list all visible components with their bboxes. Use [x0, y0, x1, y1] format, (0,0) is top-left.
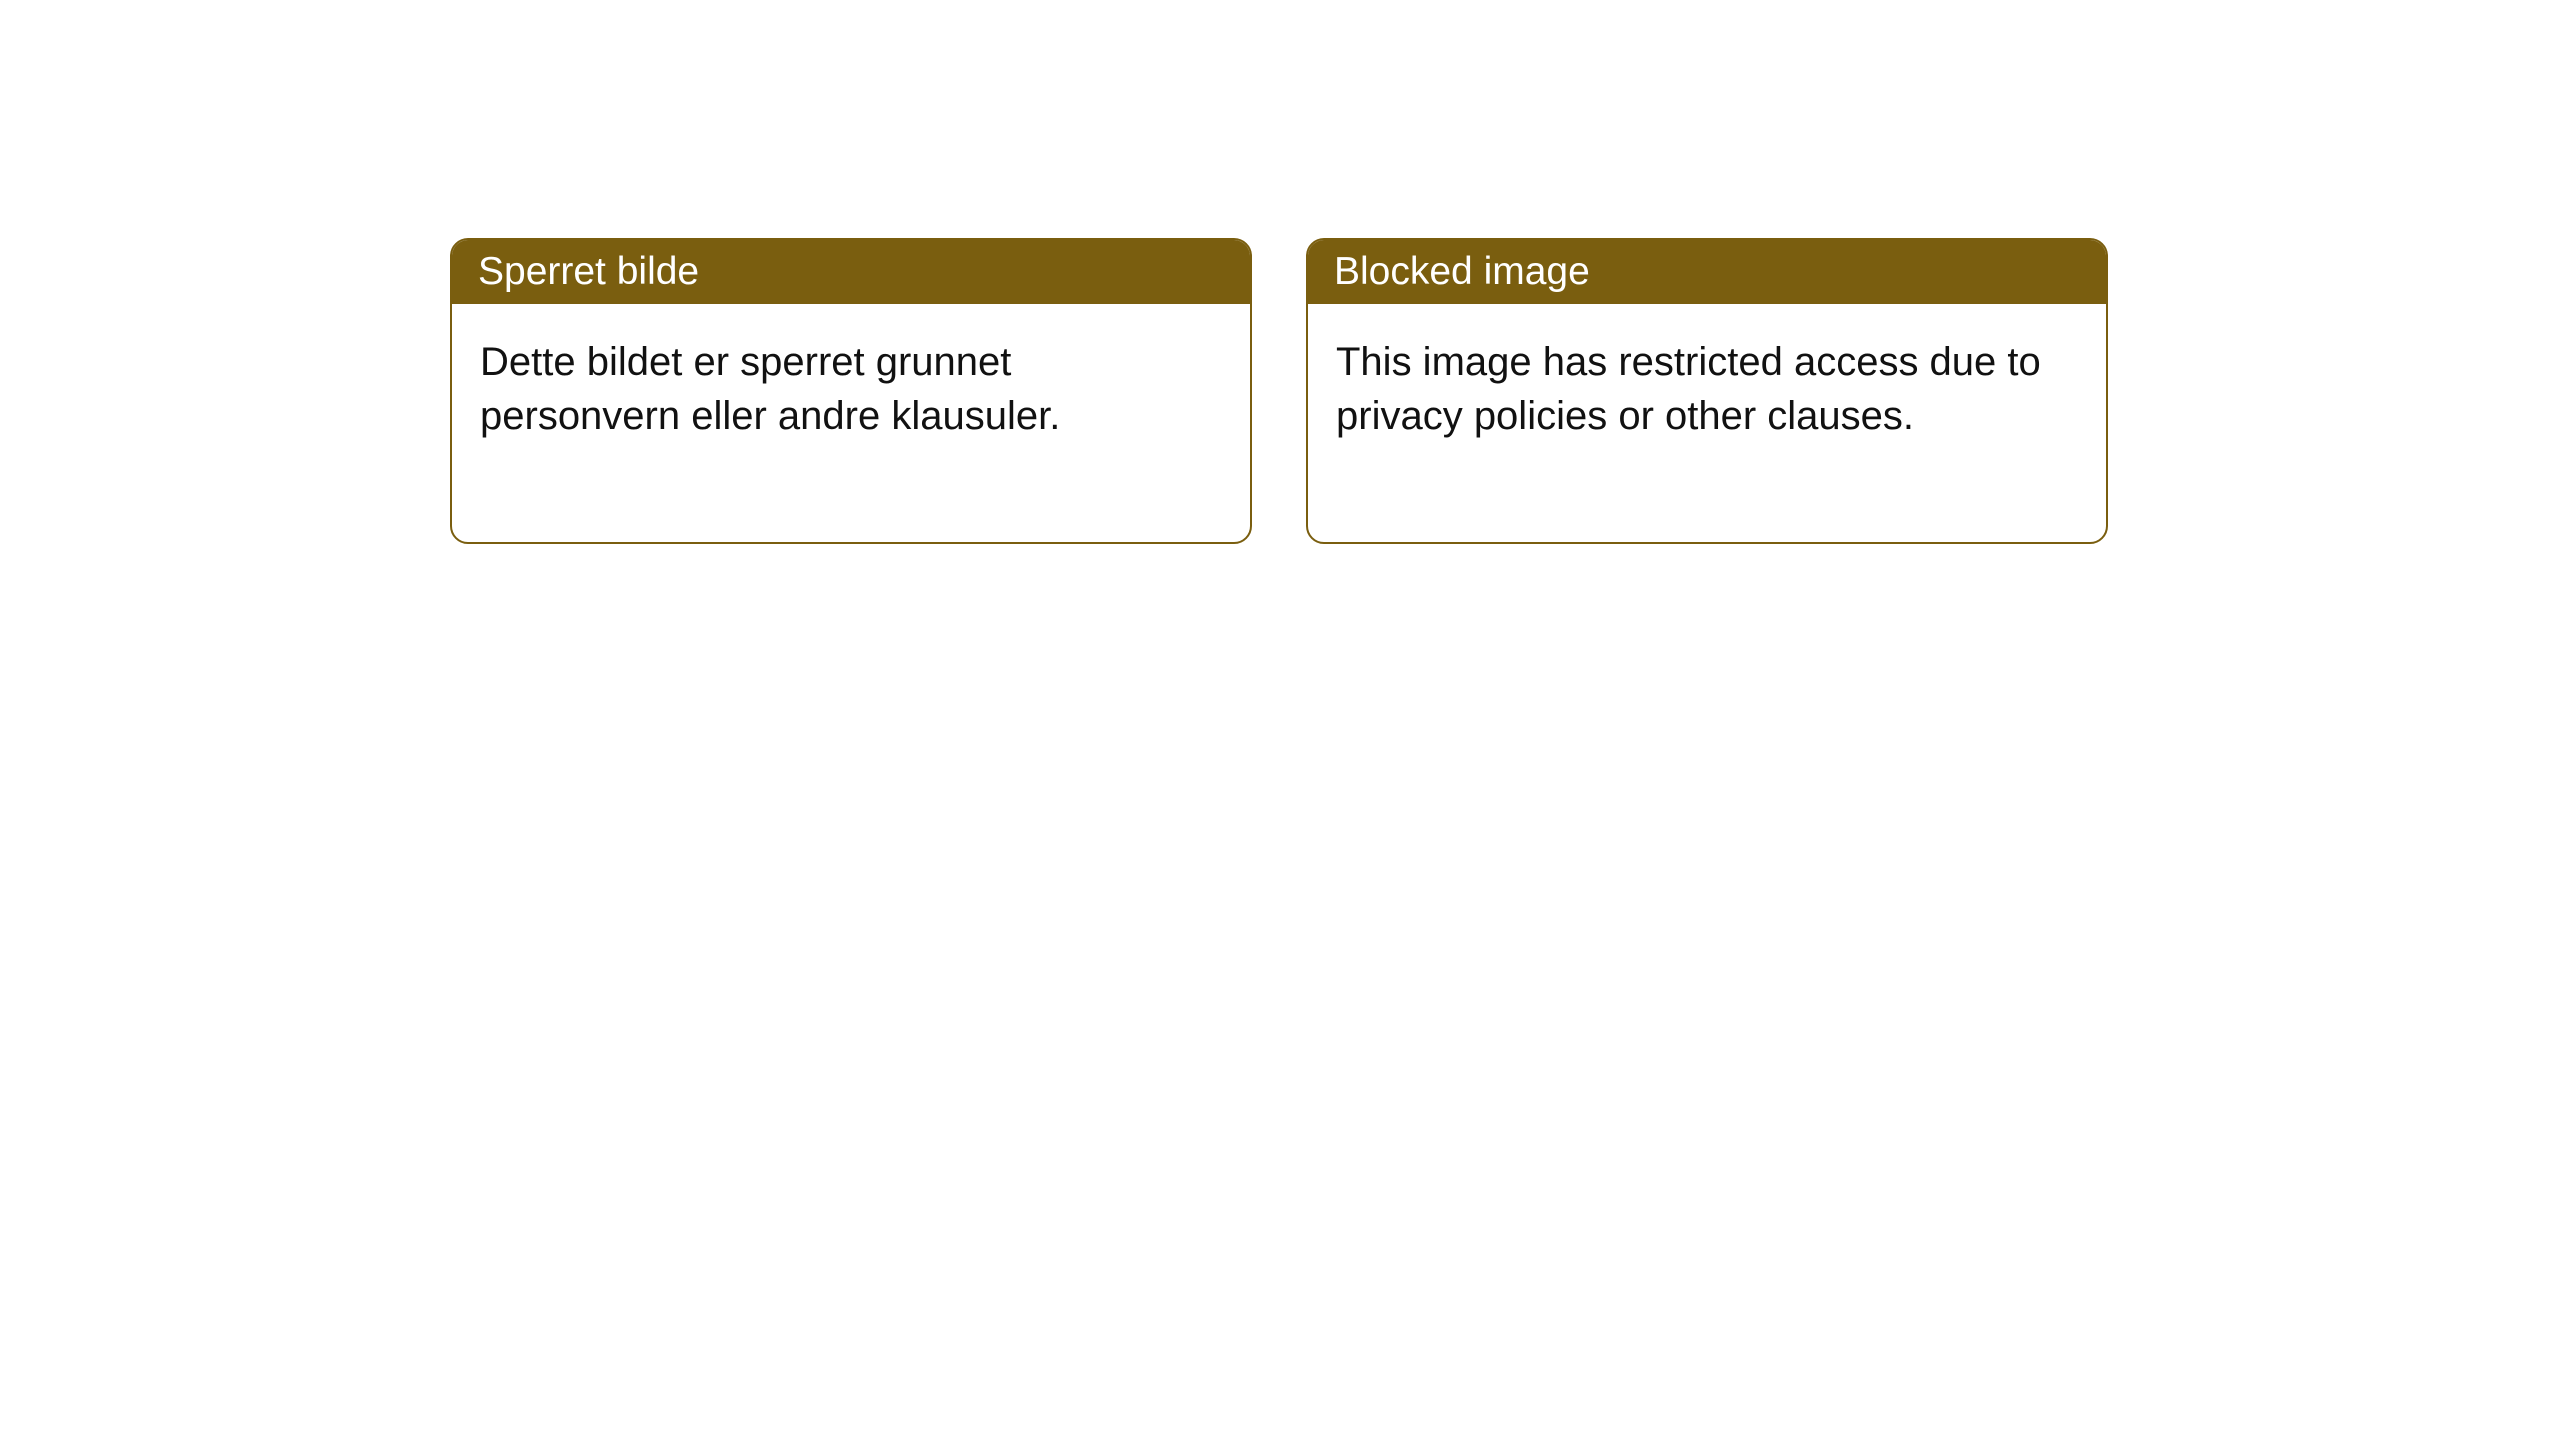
notice-body-text: Dette bildet er sperret grunnet personve…: [480, 340, 1060, 438]
notice-title: Blocked image: [1334, 250, 1590, 293]
notice-card-norwegian: Sperret bilde Dette bildet er sperret gr…: [450, 238, 1252, 544]
notice-header: Blocked image: [1308, 240, 2106, 304]
notice-body-text: This image has restricted access due to …: [1336, 340, 2041, 438]
notice-card-english: Blocked image This image has restricted …: [1306, 238, 2108, 544]
notice-header: Sperret bilde: [452, 240, 1250, 304]
notice-title: Sperret bilde: [478, 250, 699, 293]
notice-body: Dette bildet er sperret grunnet personve…: [452, 304, 1250, 542]
notice-cards-container: Sperret bilde Dette bildet er sperret gr…: [450, 238, 2108, 544]
notice-body: This image has restricted access due to …: [1308, 304, 2106, 542]
